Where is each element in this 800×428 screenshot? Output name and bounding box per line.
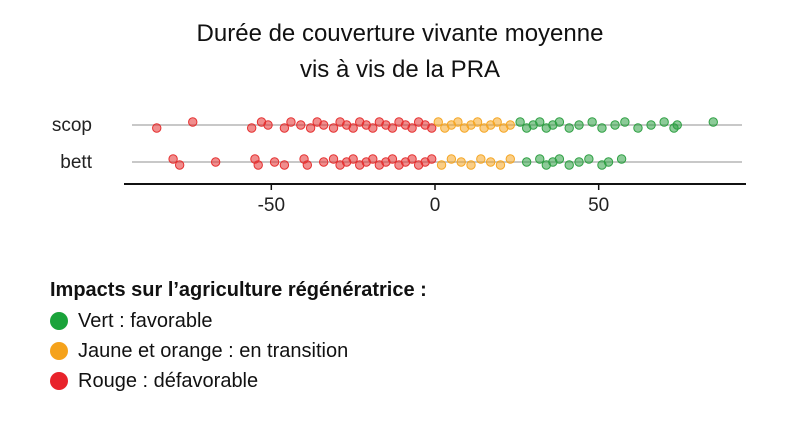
data-point [246, 123, 257, 133]
data-point [279, 123, 290, 133]
data-point [286, 117, 296, 127]
data-point [368, 154, 378, 164]
data-point [646, 120, 656, 130]
chart-title-line-2: vis à vis de la PRA [299, 56, 501, 83]
data-point [387, 123, 398, 133]
data-point [554, 154, 565, 164]
data-point [564, 160, 574, 170]
data-point [597, 123, 607, 133]
row-label: scop [52, 115, 92, 136]
data-point [427, 123, 437, 133]
data-point [253, 160, 263, 170]
data-point [174, 160, 185, 170]
green-dot-icon [50, 312, 68, 330]
legend: Impacts sur l’agriculture régénératrice … [50, 276, 427, 396]
data-point [446, 154, 457, 164]
data-point [453, 117, 463, 127]
legend-label: Rouge : défavorable [78, 370, 259, 392]
data-point [564, 123, 574, 133]
x-tick-label: 0 [430, 195, 441, 216]
data-point [505, 154, 515, 164]
data-point [318, 120, 329, 130]
data-point [456, 157, 466, 167]
data-point [269, 157, 280, 167]
data-point [584, 154, 594, 164]
data-point [279, 160, 290, 170]
red-dot-icon [50, 372, 68, 390]
data-point [587, 117, 597, 127]
data-point [610, 120, 620, 130]
data-point [620, 117, 630, 127]
data-point [318, 157, 329, 167]
data-point [188, 117, 198, 127]
data-point [708, 117, 718, 127]
data-point [296, 120, 306, 130]
data-point [659, 117, 669, 127]
data-point [368, 123, 378, 133]
data-point [554, 117, 565, 127]
data-point [328, 154, 339, 164]
data-point [407, 123, 417, 133]
strip-plot: scop bett -50 0 50 [52, 115, 746, 216]
data-point [603, 157, 614, 167]
legend-label: Vert : favorable [78, 310, 213, 332]
data-point [302, 160, 313, 170]
chart-title-line-1: Durée de couverture vivante moyenne [196, 20, 604, 47]
data-point [433, 117, 443, 127]
data-point [168, 154, 178, 164]
orange-dot-icon [50, 342, 68, 360]
data-point [436, 160, 447, 170]
data-point [427, 154, 437, 164]
data-point [348, 154, 358, 164]
data-point [210, 157, 221, 167]
legend-title: Impacts sur l’agriculture régénératrice … [50, 279, 427, 301]
data-point [263, 120, 273, 130]
legend-item-favorable: Vert : favorable [50, 306, 427, 336]
data-point [407, 154, 417, 164]
data-point [348, 123, 358, 133]
row-label: bett [60, 152, 92, 173]
data-point [672, 120, 682, 130]
data-point [535, 117, 545, 127]
data-point [328, 123, 339, 133]
data-point [485, 157, 496, 167]
data-point [152, 123, 162, 133]
legend-item-defavorable: Rouge : défavorable [50, 366, 427, 396]
legend-label: Jaune et orange : en transition [78, 340, 349, 362]
data-point [466, 160, 476, 170]
data-point [492, 117, 502, 127]
data-point [616, 154, 627, 164]
legend-item-transition: Jaune et orange : en transition [50, 336, 427, 366]
data-point [387, 154, 398, 164]
data-point [574, 120, 584, 130]
data-point [495, 160, 506, 170]
data-point [515, 117, 525, 127]
data-point [472, 117, 483, 127]
data-point [476, 154, 486, 164]
data-point [535, 154, 545, 164]
x-tick-label: 50 [588, 195, 609, 216]
data-point [574, 157, 584, 167]
x-tick-label: -50 [258, 195, 285, 216]
data-point [521, 157, 532, 167]
data-point [505, 120, 515, 130]
data-point [633, 123, 643, 133]
data-point [305, 123, 316, 133]
